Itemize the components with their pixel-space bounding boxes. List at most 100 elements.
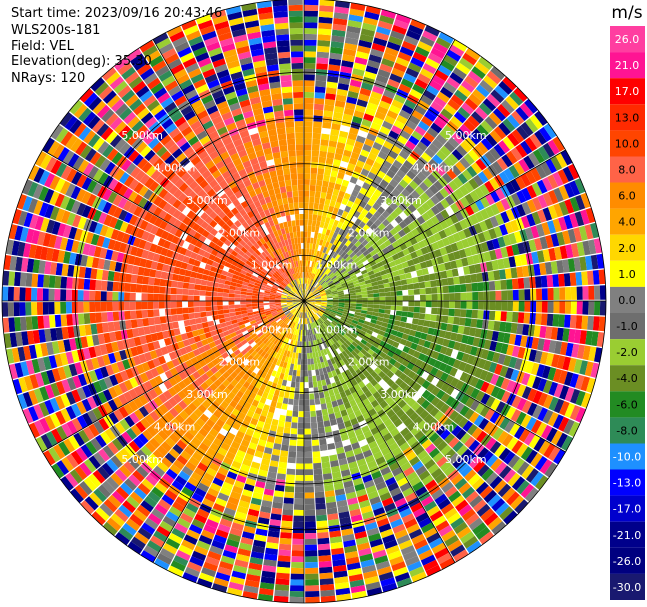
velocity-gate bbox=[517, 242, 526, 255]
velocity-gate bbox=[324, 311, 330, 316]
velocity-gate bbox=[492, 352, 501, 363]
velocity-gate bbox=[316, 520, 328, 528]
velocity-gate bbox=[124, 301, 130, 311]
velocity-gate bbox=[482, 98, 497, 112]
velocity-gate bbox=[421, 389, 431, 400]
velocity-gate bbox=[449, 72, 464, 85]
velocity-gate bbox=[312, 375, 317, 382]
velocity-gate bbox=[309, 301, 316, 303]
velocity-gate bbox=[377, 250, 385, 258]
velocity-gate bbox=[570, 388, 581, 404]
velocity-gate bbox=[489, 147, 501, 161]
velocity-gate bbox=[367, 297, 374, 301]
velocity-gate bbox=[324, 484, 334, 492]
velocity-gate bbox=[345, 31, 360, 40]
velocity-gate bbox=[222, 305, 229, 310]
velocity-gate bbox=[323, 266, 328, 273]
velocity-gate bbox=[430, 205, 440, 215]
velocity-gate bbox=[309, 196, 315, 203]
velocity-gate bbox=[234, 304, 241, 309]
velocity-gate bbox=[281, 403, 288, 410]
velocity-gate bbox=[153, 301, 159, 309]
velocity-gate bbox=[320, 233, 326, 241]
velocity-gate bbox=[321, 127, 331, 135]
velocity-gate bbox=[341, 244, 348, 252]
velocity-gate bbox=[451, 425, 462, 437]
velocity-gate bbox=[309, 393, 315, 400]
velocity-gate bbox=[320, 295, 327, 298]
velocity-gate bbox=[575, 390, 586, 406]
velocity-gate bbox=[417, 255, 426, 263]
velocity-gate bbox=[304, 486, 314, 493]
velocity-gate bbox=[564, 371, 574, 386]
velocity-gate bbox=[366, 286, 373, 291]
velocity-gate bbox=[347, 282, 354, 287]
velocity-gate bbox=[345, 277, 352, 282]
velocity-gate bbox=[325, 309, 332, 313]
velocity-gate bbox=[425, 334, 433, 342]
velocity-gate bbox=[124, 310, 131, 320]
velocity-gate bbox=[403, 385, 413, 394]
velocity-gate bbox=[349, 251, 356, 259]
velocity-gate bbox=[318, 263, 323, 270]
velocity-gate bbox=[403, 160, 414, 170]
velocity-gate bbox=[434, 222, 444, 232]
velocity-gate bbox=[425, 301, 432, 308]
velocity-gate bbox=[360, 313, 367, 318]
velocity-gate bbox=[311, 150, 320, 157]
velocity-gate bbox=[66, 314, 73, 326]
velocity-gate bbox=[533, 263, 541, 276]
velocity-gate bbox=[450, 165, 462, 177]
velocity-gate bbox=[460, 301, 467, 309]
velocity-gate bbox=[333, 159, 341, 167]
velocity-gate bbox=[581, 315, 589, 330]
velocity-gate bbox=[354, 197, 362, 206]
velocity-gate bbox=[322, 228, 327, 235]
velocity-gate bbox=[516, 461, 530, 476]
velocity-gate bbox=[484, 180, 495, 193]
velocity-gate bbox=[296, 370, 301, 377]
velocity-gate bbox=[308, 284, 311, 291]
velocity-gate bbox=[556, 355, 566, 370]
velocity-gate bbox=[332, 232, 338, 239]
velocity-gate bbox=[314, 293, 320, 297]
velocity-gate bbox=[347, 90, 359, 99]
velocity-gate bbox=[477, 232, 486, 243]
velocity-gate bbox=[113, 321, 121, 331]
velocity-gate bbox=[599, 285, 606, 300]
velocity-gate bbox=[373, 234, 381, 243]
velocity-gate bbox=[425, 294, 432, 301]
velocity-gate bbox=[431, 257, 439, 266]
velocity-gate bbox=[322, 313, 329, 318]
velocity-gate bbox=[100, 291, 107, 301]
velocity-gate bbox=[319, 291, 326, 295]
velocity-gate bbox=[384, 251, 392, 259]
velocity-gate bbox=[304, 498, 315, 505]
velocity-gate bbox=[435, 400, 445, 411]
velocity-gate bbox=[473, 414, 485, 427]
velocity-gate bbox=[374, 337, 382, 345]
velocity-gate bbox=[530, 419, 542, 434]
velocity-gate bbox=[530, 225, 540, 239]
velocity-gate bbox=[315, 297, 322, 300]
velocity-gate bbox=[431, 335, 439, 344]
velocity-gate bbox=[344, 296, 351, 299]
velocity-gate bbox=[464, 247, 473, 257]
velocity-gate bbox=[379, 125, 391, 136]
velocity-gate bbox=[421, 370, 430, 380]
velocity-gate bbox=[420, 68, 434, 80]
velocity-gate bbox=[218, 314, 225, 320]
velocity-gate bbox=[431, 376, 440, 386]
velocity-gate bbox=[428, 79, 443, 91]
velocity-gate bbox=[367, 152, 378, 161]
velocity-gate bbox=[461, 334, 469, 344]
velocity-gate bbox=[416, 141, 428, 152]
velocity-gate bbox=[381, 258, 389, 266]
velocity-gate bbox=[525, 449, 538, 464]
velocity-gate bbox=[177, 320, 185, 328]
velocity-gate bbox=[329, 200, 336, 207]
velocity-gate bbox=[489, 411, 501, 424]
velocity-gate bbox=[391, 188, 401, 197]
velocity-gate bbox=[300, 370, 304, 377]
velocity-gate bbox=[176, 281, 184, 289]
